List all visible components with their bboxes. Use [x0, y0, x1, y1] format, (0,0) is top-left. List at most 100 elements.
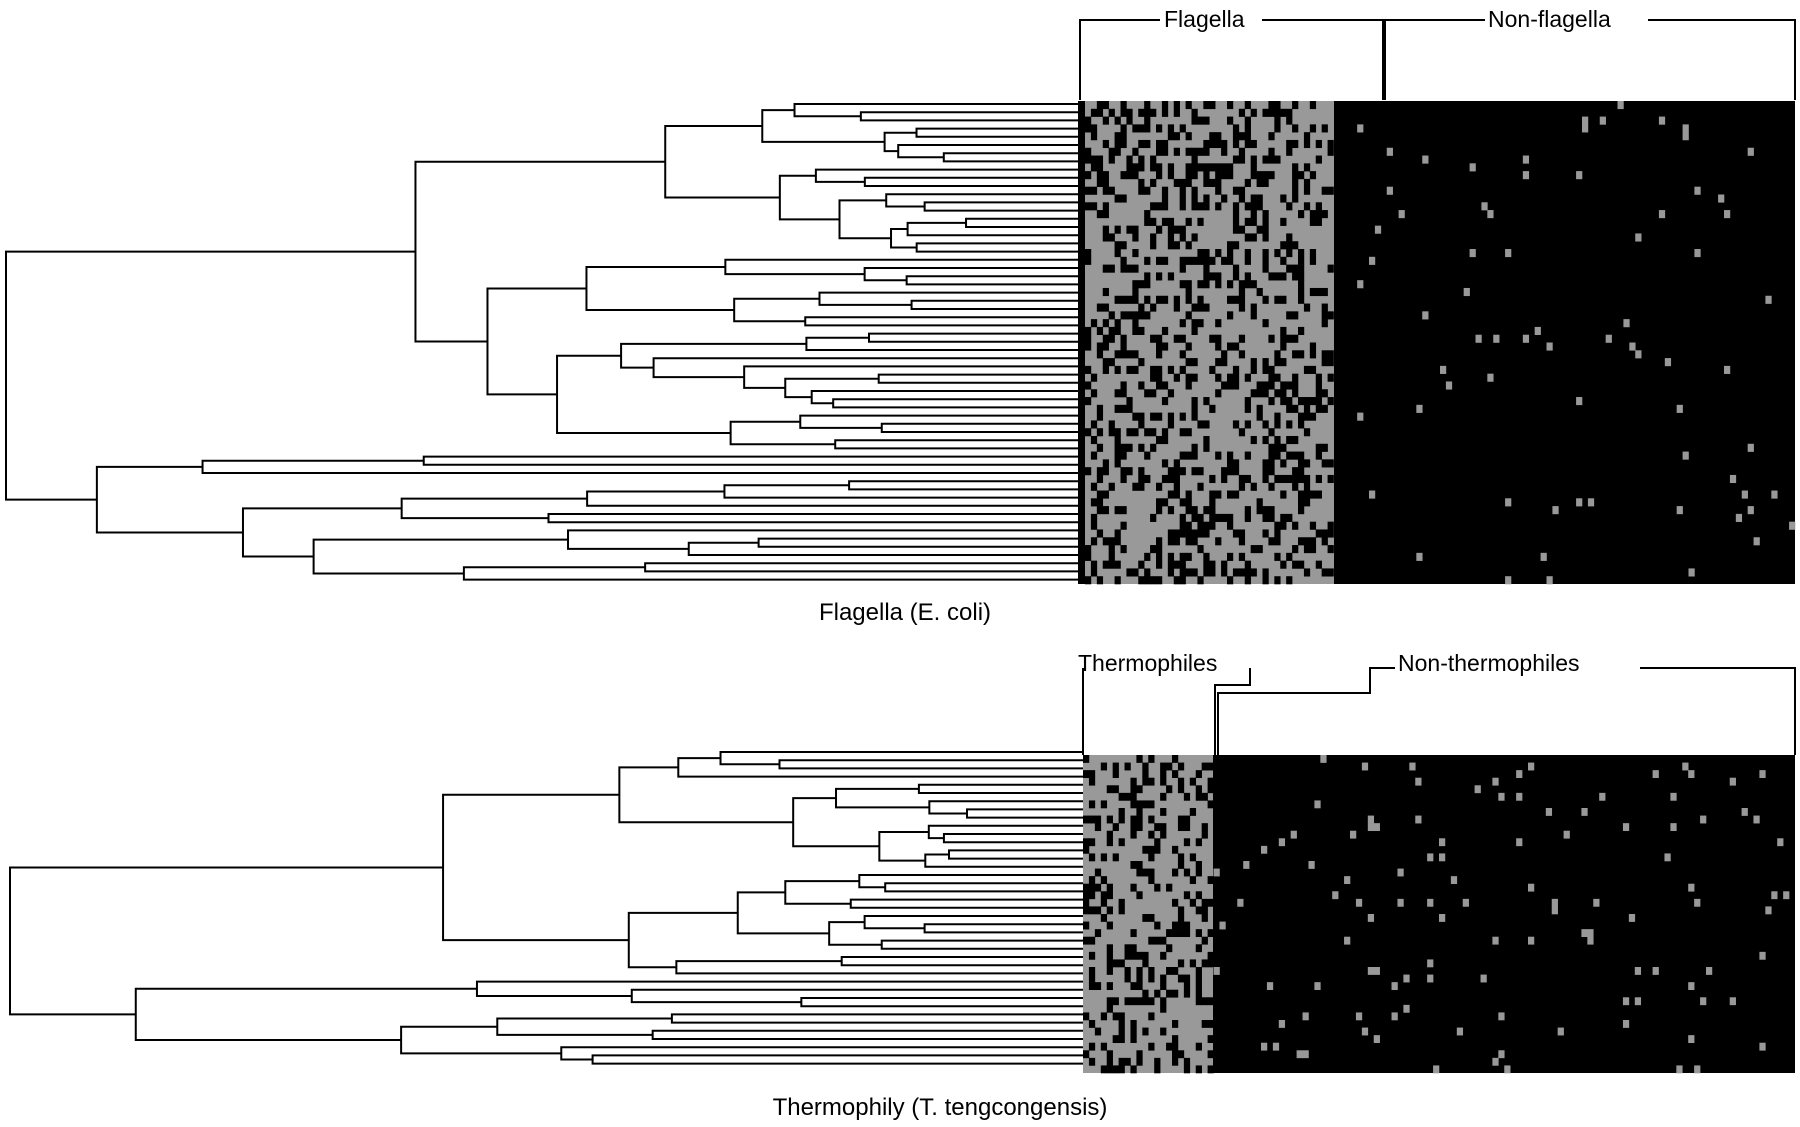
- heatmap-cell: [1232, 568, 1240, 577]
- heatmap-cell: [1138, 381, 1145, 390]
- heatmap-cell: [1232, 365, 1240, 374]
- heatmap-cell: [1083, 845, 1090, 854]
- heatmap-cell: [1156, 412, 1163, 421]
- heatmap-cell: [1215, 342, 1222, 351]
- heatmap-cell: [1250, 482, 1257, 491]
- heatmap-cell: [1292, 311, 1299, 320]
- tree-branch: [630, 988, 1083, 1004]
- heatmap-cell: [1179, 428, 1186, 437]
- heatmap-cell: [1209, 568, 1216, 577]
- heatmap-cell: [1173, 459, 1180, 468]
- heatmap-cell: [1268, 171, 1275, 180]
- heatmap-cell: [1309, 101, 1317, 110]
- heatmap-cell: [1144, 552, 1151, 561]
- heatmap-cell: [1551, 906, 1558, 915]
- heatmap-cell: [1274, 350, 1281, 359]
- flagella-group-label: Flagella: [1164, 6, 1245, 32]
- heatmap-cell: [1106, 1065, 1113, 1074]
- heatmap-cell: [1373, 1035, 1380, 1044]
- heatmap-cell: [1150, 334, 1157, 343]
- heatmap-cell: [1138, 303, 1145, 312]
- heatmap-cell: [1118, 808, 1125, 816]
- heatmap-cell: [1321, 186, 1328, 195]
- heatmap-cell: [1172, 845, 1179, 854]
- heatmap-cell: [1096, 342, 1104, 351]
- heatmap-cell: [1179, 178, 1186, 187]
- heatmap-cell: [1124, 974, 1131, 983]
- heatmap-cell: [1167, 560, 1175, 569]
- tree-branch: [547, 513, 1078, 524]
- heatmap-cell: [1244, 217, 1251, 226]
- heatmap-cell: [1197, 280, 1204, 289]
- heatmap-cell: [1628, 914, 1636, 922]
- heatmap-cell: [1172, 1020, 1179, 1028]
- heatmap-cell: [1120, 474, 1127, 484]
- heatmap-cell: [1227, 576, 1234, 585]
- heatmap-cell: [1292, 373, 1299, 382]
- tree-branch: [848, 480, 1078, 491]
- heatmap-cell: [1238, 334, 1246, 343]
- heatmap-cell: [1173, 147, 1180, 156]
- heatmap-cell: [1150, 163, 1157, 172]
- heatmap-cell: [1088, 800, 1096, 809]
- heatmap-cell: [1244, 513, 1251, 522]
- heatmap-cell: [1416, 404, 1423, 413]
- heatmap-cell: [1262, 295, 1269, 304]
- heatmap-cell: [1167, 529, 1175, 538]
- heatmap-cell: [1232, 202, 1240, 211]
- heatmap-cell: [1120, 350, 1127, 359]
- heatmap-cell: [1487, 210, 1494, 219]
- heatmap-cell: [1274, 412, 1281, 421]
- heatmap-cell: [1191, 443, 1198, 452]
- heatmap-cell: [1150, 373, 1157, 382]
- heatmap-cell: [1138, 280, 1145, 289]
- heatmap-cell: [1492, 1057, 1499, 1066]
- heatmap-cell: [1309, 365, 1317, 374]
- heatmap-cell: [1179, 498, 1186, 507]
- heatmap-cell: [1244, 420, 1251, 429]
- heatmap-cell: [1355, 898, 1363, 907]
- heatmap-cell: [1120, 451, 1127, 460]
- heatmap-cell: [1094, 815, 1102, 824]
- heatmap-cell: [1209, 178, 1216, 187]
- heatmap-cell: [1238, 280, 1246, 289]
- heatmap-cell: [1238, 474, 1246, 484]
- heatmap-cell: [1142, 989, 1149, 998]
- heatmap-cell: [1197, 521, 1204, 530]
- heatmap-cell: [1144, 295, 1151, 304]
- heatmap-cell: [1120, 521, 1127, 530]
- heatmap-cell: [1207, 1050, 1214, 1059]
- heatmap-cell: [1096, 155, 1104, 164]
- heatmap-cell: [1244, 249, 1251, 258]
- heatmap-cell: [1298, 474, 1305, 484]
- heatmap-cell: [1172, 921, 1179, 930]
- heatmap-cell: [1150, 545, 1157, 554]
- heatmap-cell: [1545, 808, 1553, 816]
- heatmap-cell: [1201, 959, 1208, 968]
- heatmap-cell: [1262, 529, 1269, 538]
- tree-branch: [675, 960, 1083, 975]
- tree-branch: [859, 111, 1078, 122]
- heatmap-cell: [1718, 194, 1725, 203]
- heatmap-cell: [1292, 560, 1299, 569]
- heatmap-cell: [1207, 785, 1214, 794]
- heatmap-cell: [1221, 139, 1228, 149]
- heatmap-cell: [1315, 443, 1322, 452]
- heatmap-cell: [1207, 959, 1214, 968]
- heatmap-cell: [1114, 529, 1121, 538]
- heatmap-cell: [1386, 147, 1393, 156]
- heatmap-cell: [1166, 785, 1173, 794]
- heatmap-cell: [1150, 412, 1157, 421]
- heatmap-cell: [1195, 906, 1202, 915]
- heatmap-cell: [1150, 389, 1157, 398]
- heatmap-cell: [1148, 1012, 1155, 1021]
- heatmap-cell: [1173, 467, 1180, 476]
- heatmap-cell: [1309, 490, 1317, 499]
- heatmap-cell: [1215, 171, 1222, 180]
- tree-branch: [832, 398, 1078, 409]
- heatmap-cell: [1144, 139, 1151, 149]
- heatmap-cell: [1238, 155, 1246, 164]
- heatmap-cell: [1315, 373, 1322, 382]
- heatmap-cell: [1136, 808, 1143, 816]
- heatmap-cell: [1551, 898, 1558, 907]
